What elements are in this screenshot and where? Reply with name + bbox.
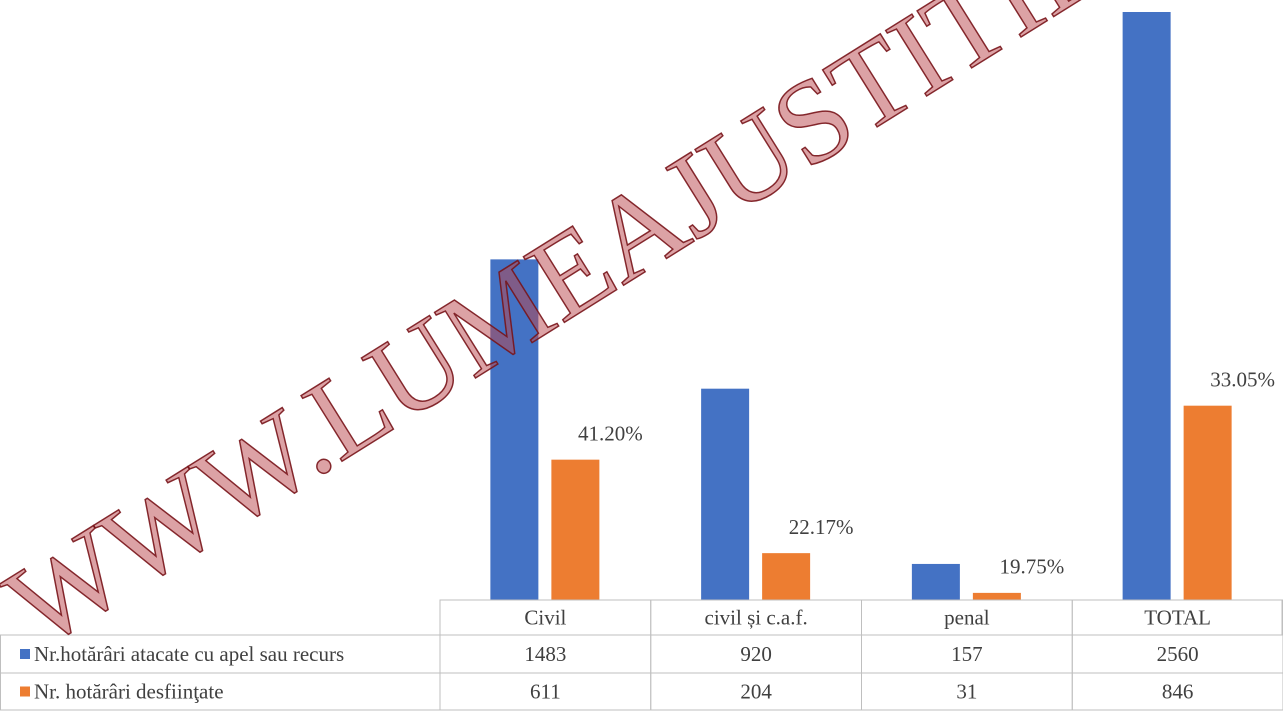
watermark: WWW.LUMEAJUSTITIEI.RO: [0, 0, 1283, 673]
bar: [1183, 405, 1232, 600]
bar: [762, 553, 811, 600]
bar-annotation: 33.05%: [1210, 367, 1275, 391]
bar-annotation: 22.17%: [789, 515, 854, 539]
bar: [490, 259, 539, 600]
x-tick-label: TOTAL: [1144, 605, 1211, 629]
table-cell: [1071, 672, 1283, 711]
table-value: 157: [951, 642, 983, 666]
bar: [701, 388, 750, 600]
x-tick-label: Civil: [524, 605, 566, 629]
legend-swatch: [20, 649, 30, 659]
table-value: 846: [1162, 679, 1194, 703]
table-value: 920: [740, 642, 772, 666]
table-value: 204: [740, 679, 772, 703]
x-tick-label: civil și c.a.f.: [705, 605, 808, 629]
table-value: 31: [956, 679, 977, 703]
legend-label: Nr. hotărâri desfiinţate: [34, 679, 224, 703]
bar-annotation: 41.20%: [578, 421, 643, 445]
table-value: 611: [530, 679, 561, 703]
table-value: 2560: [1157, 642, 1199, 666]
bar: [972, 592, 1021, 600]
bar: [911, 563, 960, 600]
legend-swatch: [20, 686, 30, 697]
legend-label: Nr.hotărâri atacate cu apel sau recurs: [34, 642, 344, 666]
bar: [1122, 12, 1171, 600]
bar: [551, 459, 600, 600]
x-tick-label: penal: [944, 605, 990, 629]
table-value: 1483: [524, 642, 566, 666]
bar-annotation: 19.75%: [1000, 555, 1065, 579]
